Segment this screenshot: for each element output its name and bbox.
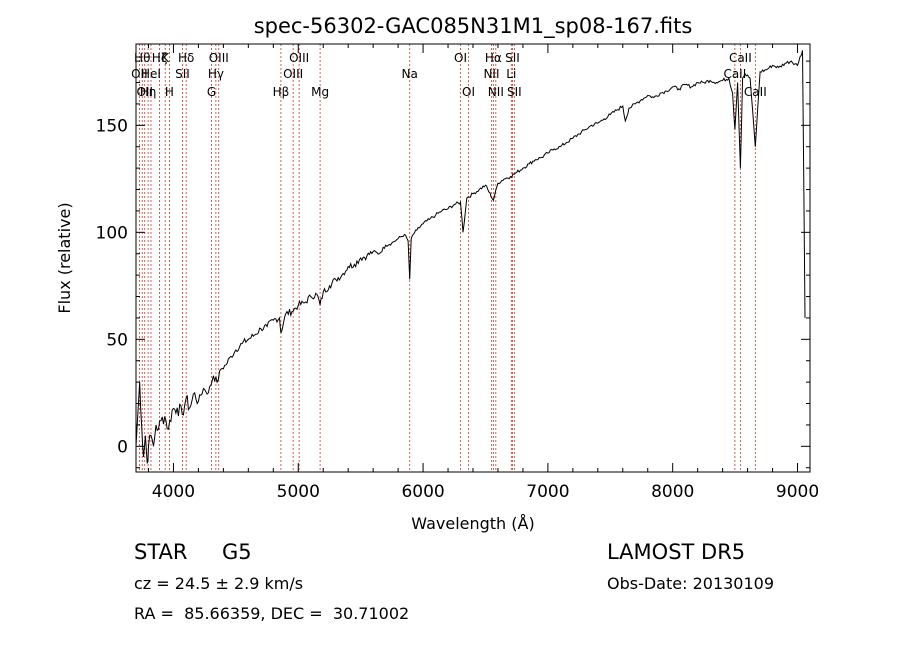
line-label-sii: SII — [175, 67, 190, 81]
line-label-sii: SII — [505, 51, 520, 65]
line-label-nii: NII — [488, 85, 504, 99]
line-label-hα: Hα — [485, 51, 502, 65]
observation-date: Obs-Date: 20130109 — [607, 574, 775, 593]
y-tick-label: 50 — [106, 330, 128, 350]
y-axis-label: Flux (relative) — [55, 202, 74, 313]
line-label-caii: CaII — [744, 85, 767, 99]
spectral-line-markers — [138, 44, 756, 472]
line-label-hη: Hη — [140, 85, 157, 99]
line-label-hθ: Hθ — [134, 51, 150, 65]
x-tick-label: 5000 — [277, 482, 320, 502]
line-label-h: H — [165, 85, 174, 99]
x-tick-label: 8000 — [651, 482, 694, 502]
x-axis: 4000 5000 6000 7000 8000 9000 — [147, 44, 819, 502]
line-label-oii: OII — [136, 85, 153, 99]
line-label-g: G — [207, 85, 216, 99]
line-label-oiii: OIII — [209, 51, 229, 65]
line-label-oiii: OIII — [289, 51, 309, 65]
line-label-li: Li — [506, 67, 516, 81]
line-label-caii: CaII — [729, 51, 752, 65]
plot-frame — [135, 43, 811, 473]
line-label-hei: HeI — [141, 67, 161, 81]
line-label-nii: NII — [483, 67, 499, 81]
line-label-hδ: Hδ — [178, 51, 194, 65]
redshift-velocity: cz = 24.5 ± 2.9 km/s — [134, 574, 304, 593]
y-tick-label: 150 — [96, 116, 128, 136]
line-label-mg: Mg — [311, 85, 329, 99]
x-tick-label: 7000 — [526, 482, 569, 502]
line-label-sii: SII — [507, 85, 522, 99]
line-label-na: Na — [402, 67, 418, 81]
line-label-hγ: Hγ — [208, 67, 224, 81]
sky-coordinates: RA = 85.66359, DEC = 30.71002 — [134, 604, 410, 623]
object-subclass: G5 — [222, 540, 252, 564]
line-label-k: K — [161, 51, 170, 65]
line-label-hζ: Hζ — [152, 51, 168, 65]
object-class: STAR — [134, 540, 188, 564]
line-label-hβ: Hβ — [273, 85, 290, 99]
survey-name: LAMOST DR5 — [607, 540, 746, 564]
line-label-oiii: OIII — [283, 67, 303, 81]
x-tick-label: 4000 — [152, 482, 195, 502]
line-label-oi: OI — [454, 51, 467, 65]
chart-title: spec-56302-GAC085N31M1_sp08-167.fits — [254, 14, 693, 39]
y-tick-label: 0 — [117, 437, 128, 457]
line-label-oii: OII — [131, 67, 148, 81]
x-axis-label: Wavelength (Å) — [411, 514, 534, 533]
y-tick-label: 100 — [96, 223, 128, 243]
y-axis: 0 50 100 150 — [96, 60, 810, 469]
x-tick-label: 6000 — [401, 482, 444, 502]
x-tick-label: 9000 — [776, 482, 819, 502]
line-label-oi: OI — [462, 85, 475, 99]
spectral-line-labels: OIIHθOIIHηHeIHζKHSIIHδGHγOIIIHβOIIIOIIIM… — [131, 51, 767, 99]
spectrum-line — [135, 50, 806, 464]
